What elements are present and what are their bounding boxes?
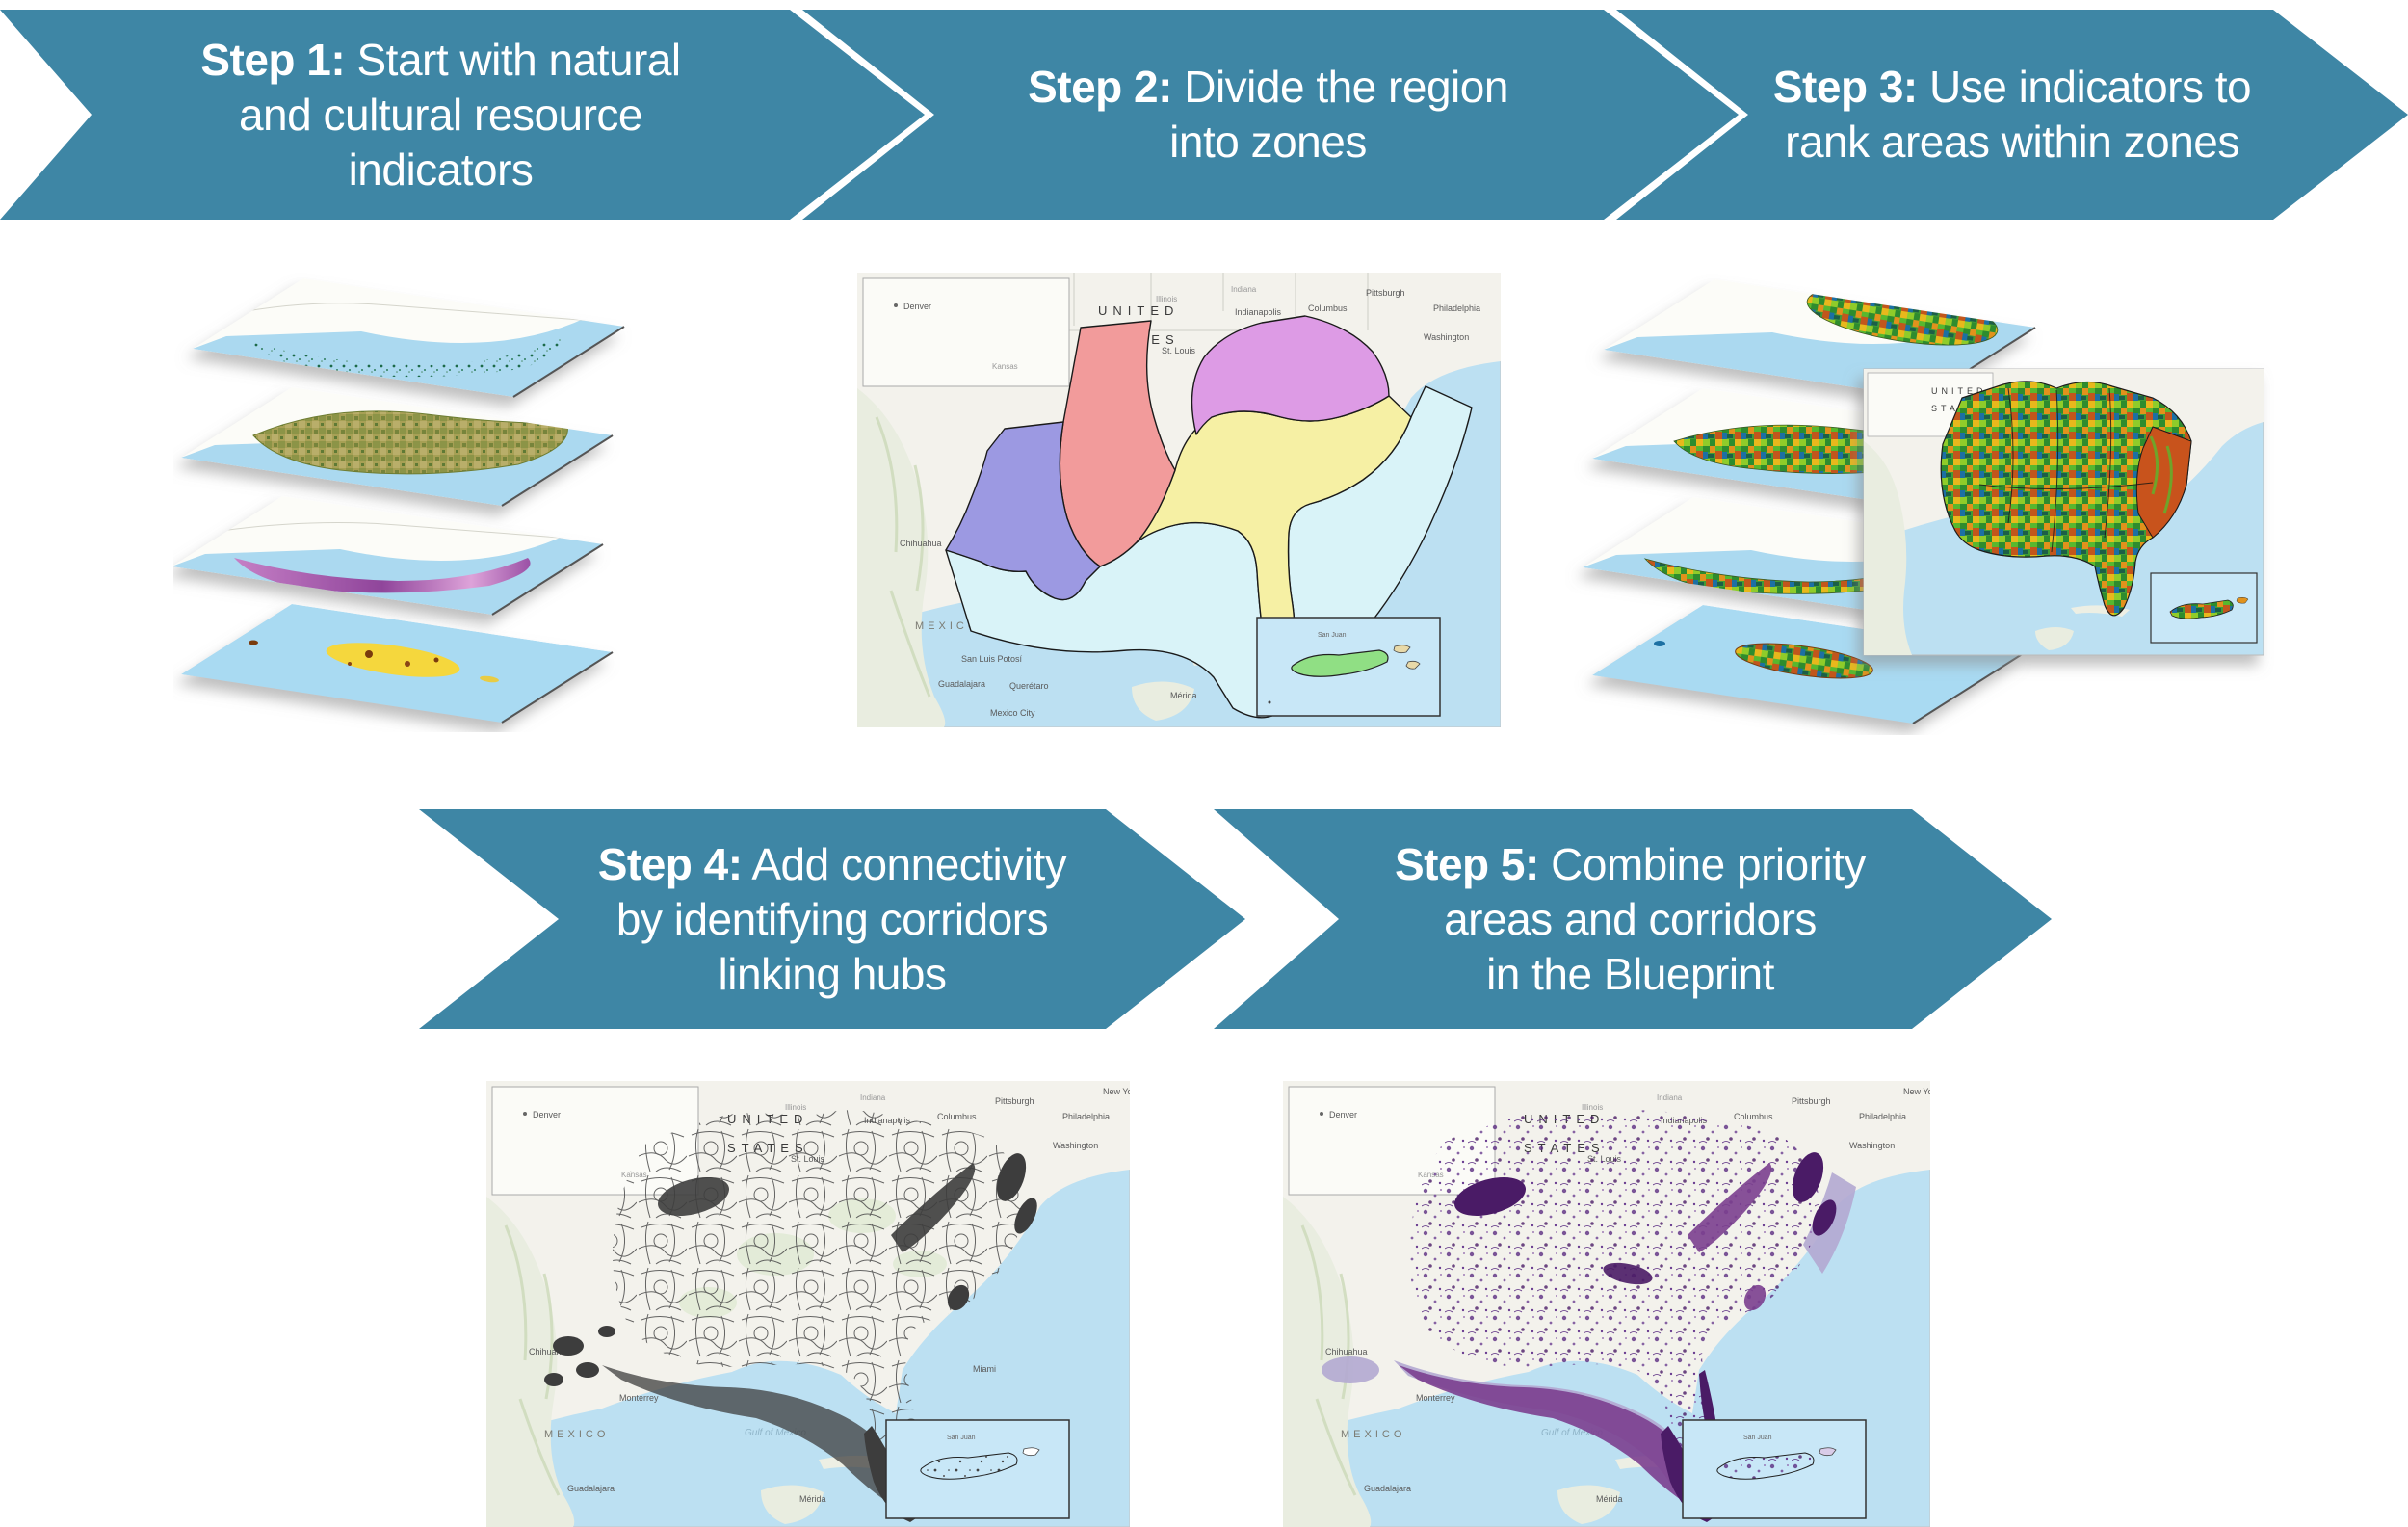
illinois-label: Illinois: [1156, 295, 1177, 303]
step-1-label: Step 1: Start with natural: [200, 34, 681, 85]
mexico-label-4: MEXICO: [544, 1429, 609, 1440]
step-banner-1: Step 1: Start with natural and cultural …: [0, 10, 925, 220]
step-2-label-line2: into zones: [1169, 117, 1367, 167]
monterrey-label-4: Monterrey: [619, 1393, 659, 1403]
step-5-label-line3: in the Blueprint: [1486, 948, 1774, 999]
ranked-map: UNITED STATES: [1863, 368, 2264, 656]
ranked-stack-and-map: UNITED STATES: [1583, 279, 2264, 724]
ranked-aoi: [1940, 381, 2192, 617]
pittsburgh-label-5: Pittsburgh: [1792, 1096, 1831, 1106]
indicator-layer-3: [173, 496, 604, 616]
kansas-label: Kansas: [992, 362, 1018, 371]
step-4-label-line3: linking hubs: [718, 948, 947, 999]
columbus-label: Columbus: [1308, 303, 1348, 313]
illinois-label-5: Illinois: [1582, 1103, 1603, 1112]
washington-label: Washington: [1424, 332, 1469, 342]
merida-label-5: Mérida: [1596, 1494, 1623, 1504]
queretaro-label: Querétaro: [1009, 681, 1049, 691]
indicator-layer-1: [193, 278, 625, 398]
guadalajara-label-5: Guadalajara: [1364, 1484, 1411, 1493]
mexico-city-label: Mexico City: [990, 708, 1035, 718]
yucatan: [1132, 681, 1194, 721]
mexico-landmass: [857, 388, 946, 727]
washington-label-5: Washington: [1849, 1141, 1895, 1150]
philadelphia-label-4: Philadelphia: [1062, 1112, 1110, 1121]
step-4-label-line2: by identifying corridors: [615, 893, 1049, 944]
indicator-layer-stack: [173, 278, 625, 724]
step-1-label-line3: indicators: [348, 144, 534, 195]
san-luis-label: San Luis Potosí: [961, 654, 1023, 664]
indiana-label-5: Indiana: [1657, 1093, 1683, 1102]
corridor-inset: San Juan: [885, 1419, 1070, 1519]
san-juan-label-4: San Juan: [947, 1435, 976, 1441]
indiana-label: Indiana: [1231, 285, 1257, 294]
merida-label: Mérida: [1170, 691, 1197, 700]
gulf-label-5: Gulf of Mexico: [1541, 1428, 1603, 1438]
indiana-label-4: Indiana: [860, 1093, 886, 1102]
step-4-label: Step 4: Add connectivity: [597, 838, 1067, 889]
zone-west: [945, 421, 1101, 601]
new-york-label-5: New York: [1903, 1087, 1930, 1096]
step-banner-3: Step 3: Use indicators to rank areas wit…: [1616, 10, 2408, 220]
san-juan-label-5: San Juan: [1743, 1435, 1772, 1441]
ranked-marine: [2135, 426, 2192, 539]
mexico-label-5: MEXICO: [1341, 1429, 1405, 1440]
denver-label-5: Denver: [1329, 1110, 1357, 1119]
chihuahua-label-5: Chihuahua: [1325, 1347, 1368, 1356]
step-5-label: Step 5: Combine priority: [1394, 838, 1867, 889]
miami-label-4: Miami: [973, 1364, 996, 1374]
denver-label: Denver: [903, 302, 931, 311]
zone-appalachian: [1191, 315, 1390, 435]
philadelphia-label: Philadelphia: [1433, 303, 1480, 313]
step-3-label-line2: rank areas within zones: [1785, 117, 2239, 167]
chihuahua-label-4: Chihuahua: [529, 1347, 571, 1356]
step-banner-2: Step 2: Divide the region into zones: [802, 10, 1739, 220]
indicator-layer-2: [181, 387, 614, 507]
pittsburgh-label-4: Pittsburgh: [995, 1096, 1034, 1106]
corridor-map: Denver Kansas UNITED STATES Illinois Ind…: [486, 1081, 1130, 1527]
gulf-label-4: Gulf of Mexico: [745, 1428, 806, 1438]
indicator-layer-4: [181, 604, 614, 724]
step-3-label: Step 3: Use indicators to: [1772, 62, 2252, 112]
san-juan-label: San Juan: [1318, 632, 1347, 639]
step-2-label: Step 2: Divide the region: [1028, 62, 1508, 112]
columbus-label-4: Columbus: [937, 1112, 977, 1121]
ranked-inset: [2150, 572, 2258, 644]
columbus-label-5: Columbus: [1734, 1112, 1773, 1121]
inset-island: [1291, 649, 1389, 677]
ranked-united-label: UNITED: [1931, 386, 1987, 396]
zone-map: Denver Kansas UNITED STATES Illinois Ind…: [857, 273, 1501, 727]
st-louis-label: St. Louis: [1162, 346, 1196, 355]
merida-label-4: Mérida: [799, 1494, 826, 1504]
united-label: UNITED: [1098, 303, 1179, 318]
step-banner-4: Step 4: Add connectivity by identifying …: [419, 809, 1245, 1029]
blueprint-inset: San Juan: [1682, 1419, 1867, 1519]
corridor-network: [544, 1110, 1037, 1522]
step-5-label-line2: areas and corridors: [1444, 893, 1817, 944]
us-reference-box: Denver Kansas: [862, 277, 1070, 387]
monterrey-label-5: Monterrey: [1416, 1393, 1455, 1403]
denver-label-4: Denver: [533, 1110, 561, 1119]
mexico-label: MEXICO: [915, 620, 980, 632]
washington-label-4: Washington: [1053, 1141, 1098, 1150]
guadalajara-label-4: Guadalajara: [567, 1484, 615, 1493]
caribbean-inset: San Juan: [1256, 617, 1441, 717]
illinois-label-4: Illinois: [785, 1103, 806, 1112]
blueprint-overlay: [1322, 1110, 1856, 1522]
blueprint-map: Denver Kansas UNITED STATES Illinois Ind…: [1283, 1081, 1930, 1527]
pittsburgh-label: Pittsburgh: [1366, 288, 1405, 298]
philadelphia-label-5: Philadelphia: [1859, 1112, 1906, 1121]
guadalajara-label: Guadalajara: [938, 679, 985, 689]
inset-islets: [1393, 645, 1421, 670]
step-banner-5: Step 5: Combine priority areas and corri…: [1214, 809, 2052, 1029]
chihuahua-label: Chihuahua: [900, 539, 942, 548]
new-york-label-4: New York: [1103, 1087, 1130, 1096]
step-1-label-line2: and cultural resource: [238, 89, 643, 140]
indianapolis-label: Indianapolis: [1235, 307, 1282, 317]
ranked-layer-4: [1592, 605, 2025, 724]
